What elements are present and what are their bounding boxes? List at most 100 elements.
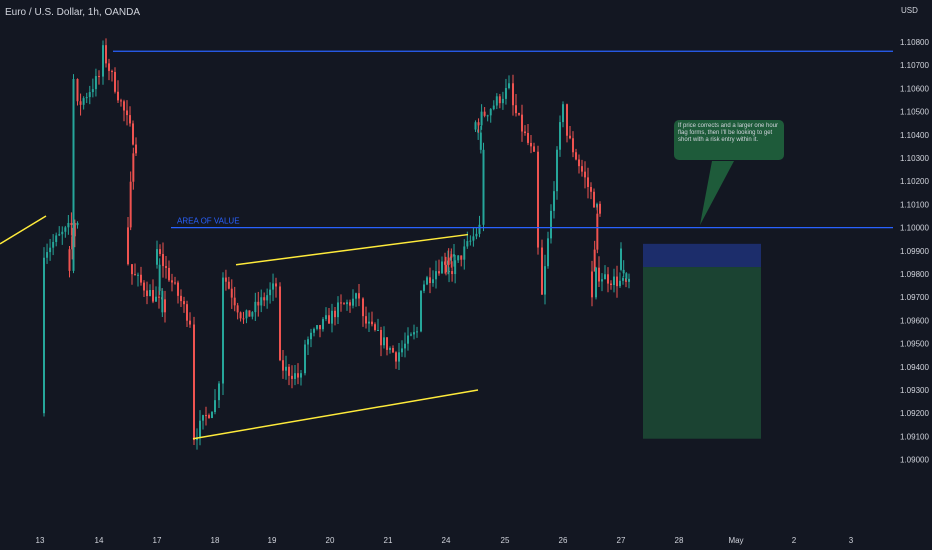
time-tick-label: 13 bbox=[36, 536, 45, 545]
candle-body bbox=[547, 238, 549, 267]
candle-body bbox=[82, 98, 85, 105]
candle-body bbox=[607, 274, 609, 284]
candle-body bbox=[149, 290, 151, 297]
price-axis[interactable]: 1.10800 1.10700 1.10600 1.10500 1.10400 1.103… bbox=[900, 38, 929, 465]
callout-note: If price corrects and a larger one hour … bbox=[674, 120, 784, 160]
candle-body bbox=[368, 321, 370, 324]
candle-body bbox=[260, 297, 263, 306]
candle-body bbox=[398, 352, 400, 362]
candle-body bbox=[530, 142, 532, 147]
candlestick-series bbox=[43, 38, 630, 450]
candle-body bbox=[266, 295, 269, 301]
candle-body bbox=[562, 104, 564, 123]
candle-body bbox=[365, 316, 367, 324]
candle-body bbox=[105, 45, 107, 64]
candle-body bbox=[460, 255, 463, 260]
candle-body bbox=[591, 271, 593, 298]
candle-body bbox=[152, 290, 154, 302]
candle-body bbox=[512, 83, 514, 106]
candle-body bbox=[595, 267, 597, 298]
candle-body bbox=[504, 88, 507, 99]
candle-body bbox=[164, 299, 166, 313]
candle-body bbox=[248, 310, 251, 317]
candle-body bbox=[158, 296, 160, 298]
candle-body bbox=[137, 274, 139, 276]
candle-body bbox=[239, 312, 242, 319]
price-tick-label: 1.10700 bbox=[900, 61, 929, 70]
candle-body bbox=[199, 420, 201, 438]
candle-body bbox=[242, 318, 245, 320]
candle-body bbox=[126, 110, 128, 116]
candle-body bbox=[553, 191, 555, 211]
candle-body bbox=[180, 295, 182, 302]
take-profit-zone bbox=[643, 267, 761, 439]
candle-body bbox=[72, 78, 75, 271]
candle-body bbox=[593, 249, 596, 272]
candle-body bbox=[622, 278, 624, 281]
time-tick-label: 20 bbox=[326, 536, 335, 545]
candle-body bbox=[445, 264, 447, 273]
candle-body bbox=[300, 373, 302, 378]
time-axis[interactable]: 13 14 17 18 19 20 21 24 25 26 27 28 May 2 3 bbox=[36, 536, 854, 545]
candle-body bbox=[355, 293, 357, 299]
candle-body bbox=[88, 92, 91, 98]
time-tick-label: 18 bbox=[211, 536, 220, 545]
candle-body bbox=[349, 302, 351, 306]
candle-body bbox=[352, 298, 354, 306]
candle-body bbox=[294, 373, 296, 379]
candle-body bbox=[91, 89, 94, 93]
price-tick-label: 1.10600 bbox=[900, 84, 929, 93]
candle-body bbox=[482, 149, 485, 225]
channel-lower bbox=[192, 389, 479, 440]
candle-body bbox=[76, 222, 79, 226]
candle-body bbox=[79, 101, 82, 105]
candle-body bbox=[420, 290, 422, 332]
candle-body bbox=[85, 97, 88, 99]
candle-body bbox=[508, 83, 510, 89]
candle-body bbox=[533, 146, 535, 152]
stop-loss-zone bbox=[643, 243, 761, 268]
candle-body bbox=[304, 344, 306, 374]
short-position-tool[interactable] bbox=[643, 243, 761, 439]
candle-body bbox=[307, 339, 309, 345]
candle-body bbox=[426, 277, 428, 285]
price-tick-label: 1.09600 bbox=[900, 316, 929, 325]
candle-body bbox=[73, 222, 76, 237]
candle-body bbox=[322, 319, 324, 330]
candle-body bbox=[537, 151, 539, 248]
candle-body bbox=[310, 332, 312, 340]
time-tick-label: 3 bbox=[849, 536, 854, 545]
candle-body bbox=[598, 267, 600, 282]
candle-body bbox=[94, 76, 97, 90]
candle-body bbox=[171, 280, 173, 283]
candle-body bbox=[362, 298, 364, 317]
candle-body bbox=[622, 269, 625, 274]
candle-body bbox=[566, 104, 568, 136]
candle-body bbox=[132, 123, 134, 145]
time-tick-label: 26 bbox=[559, 536, 568, 545]
candle-body bbox=[469, 240, 472, 242]
candle-body bbox=[58, 234, 61, 236]
candle-body bbox=[186, 304, 188, 321]
candle-body bbox=[269, 289, 272, 296]
candle-body bbox=[371, 321, 373, 325]
time-tick-label: 28 bbox=[675, 536, 684, 545]
candle-body bbox=[474, 122, 477, 130]
candle-body bbox=[263, 297, 266, 301]
candle-body bbox=[590, 186, 592, 192]
candle-body bbox=[208, 415, 210, 418]
symbol-title: Euro / U.S. Dollar, 1h, OANDA bbox=[5, 7, 141, 18]
candle-body bbox=[202, 415, 204, 421]
candle-body bbox=[550, 210, 552, 239]
candle-body bbox=[604, 274, 606, 280]
candle-body bbox=[71, 236, 74, 250]
candle-body bbox=[343, 303, 345, 305]
candle-body bbox=[127, 227, 129, 265]
time-tick-label: 17 bbox=[153, 536, 162, 545]
candle-body bbox=[183, 301, 185, 305]
candle-body bbox=[578, 159, 580, 167]
candle-body bbox=[475, 233, 478, 237]
price-tick-label: 1.10200 bbox=[900, 177, 929, 186]
